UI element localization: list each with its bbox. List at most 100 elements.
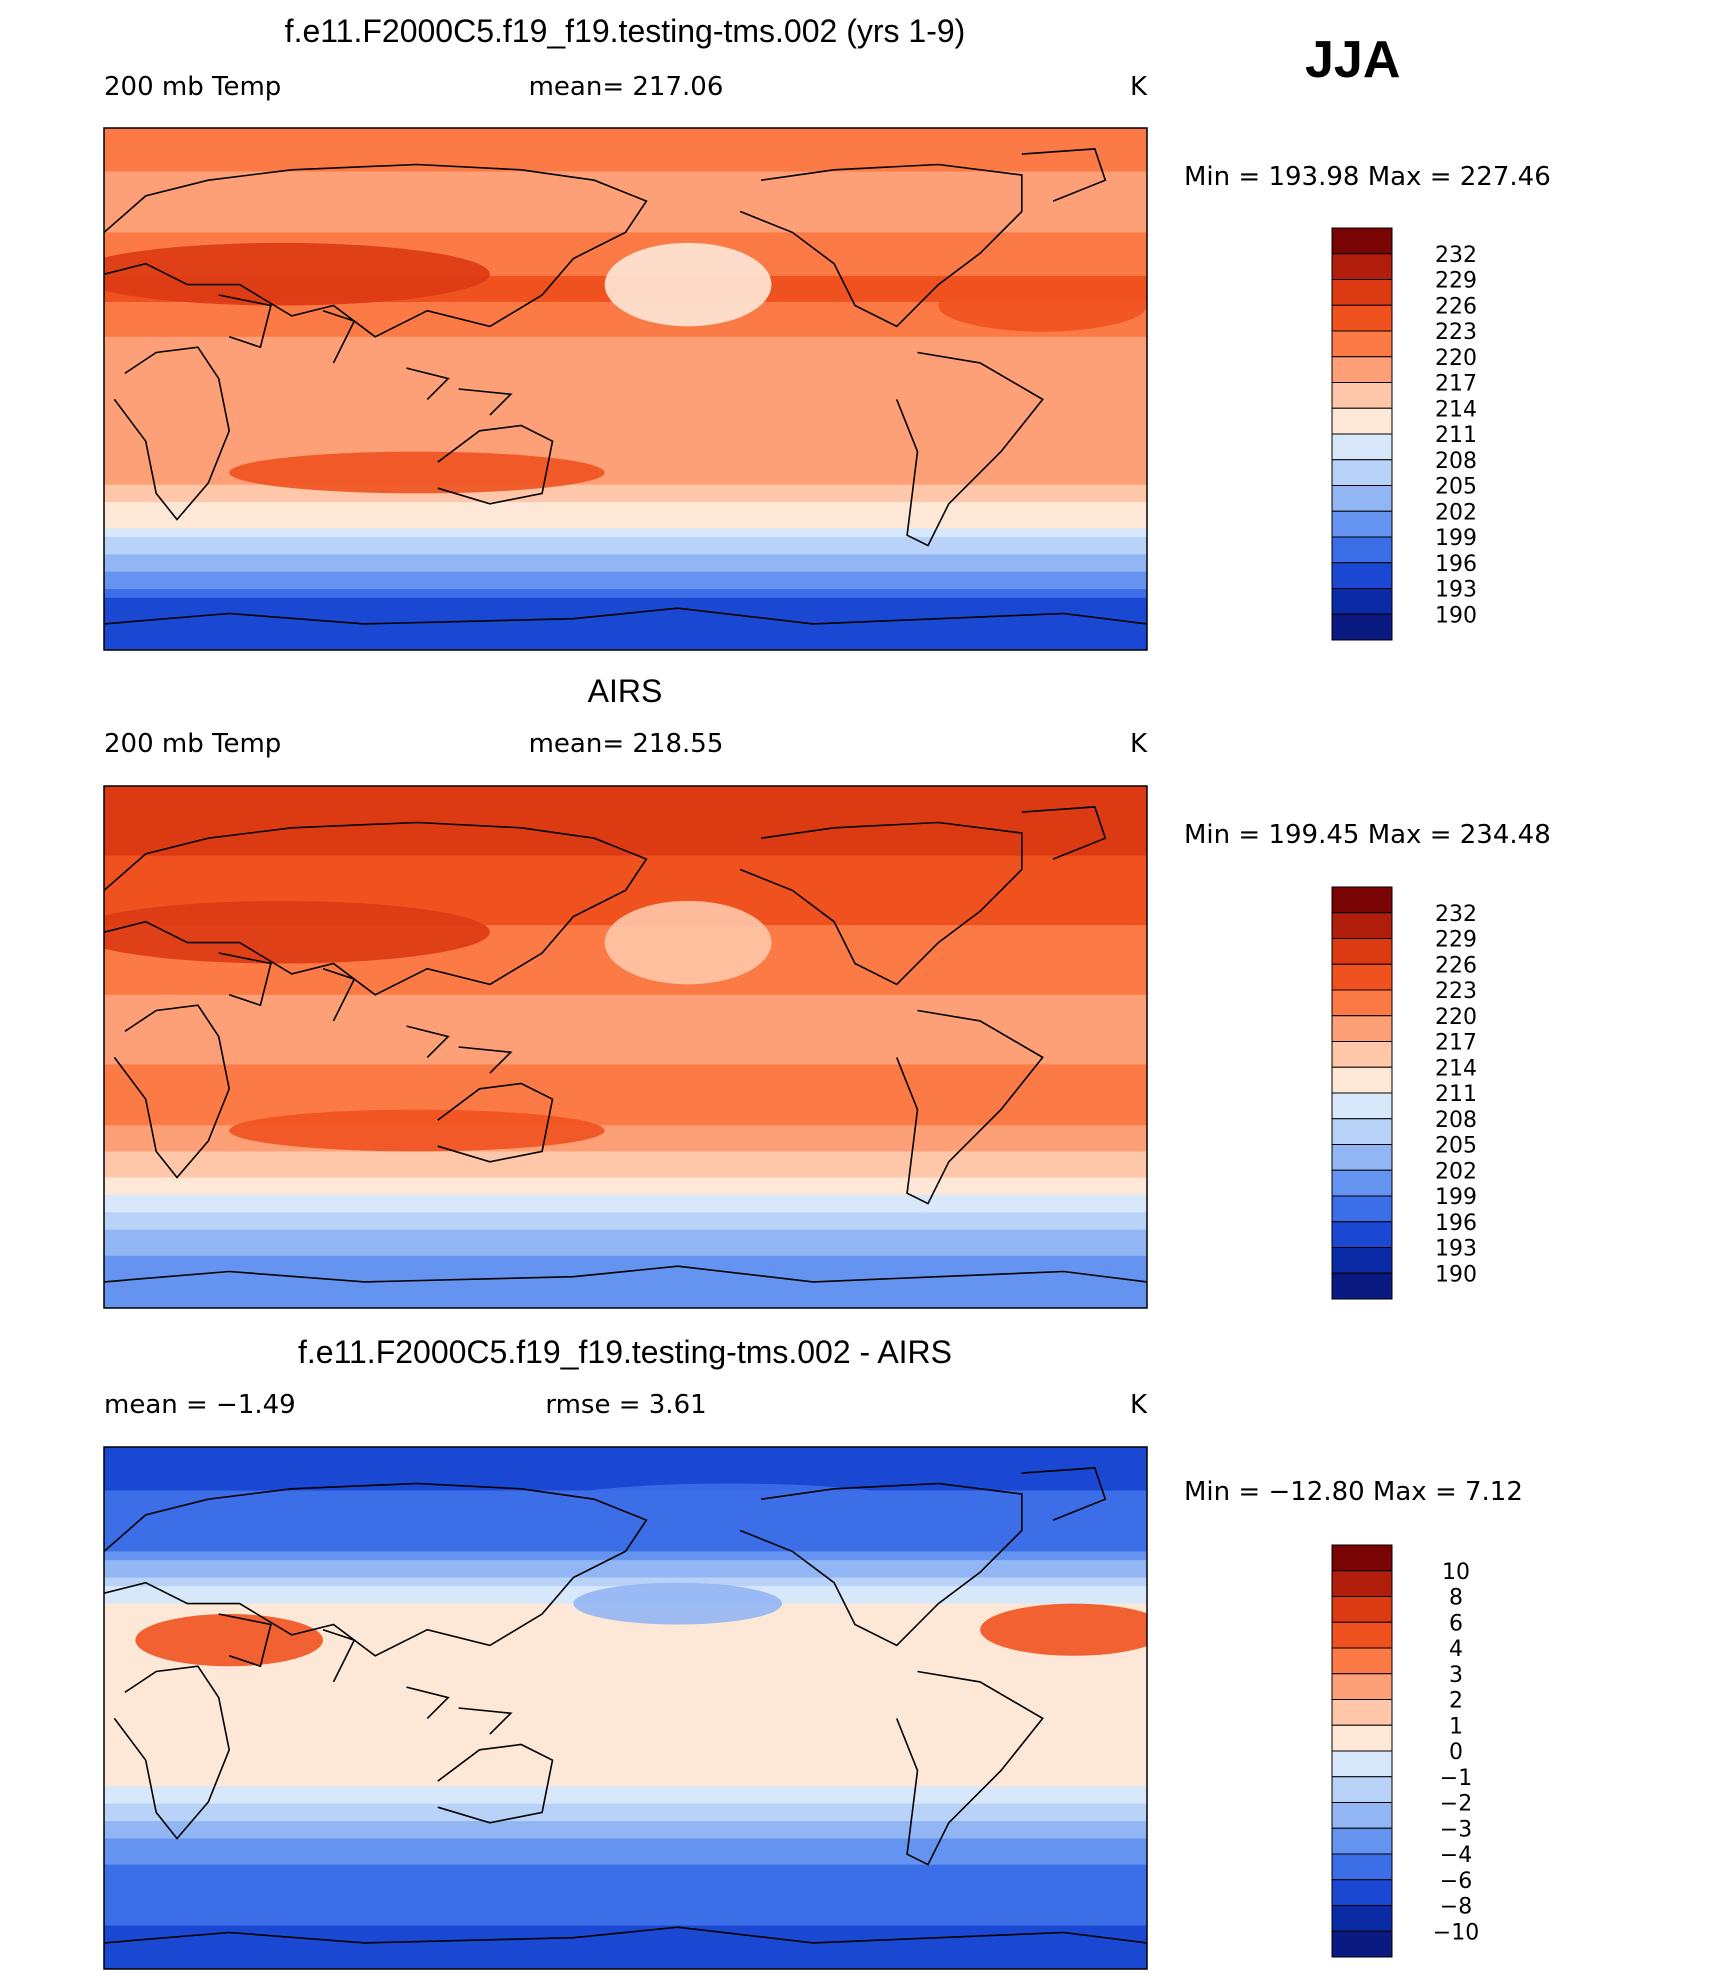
colorbar-box bbox=[1331, 382, 1393, 409]
lat-band bbox=[104, 1264, 1147, 1275]
colorbar-tick-label: 10 bbox=[1442, 1560, 1470, 1585]
colorbar-tick-label: 220 bbox=[1435, 1005, 1477, 1030]
left-label: 200 mb Temp bbox=[104, 72, 281, 102]
colorbar-tick-label: 229 bbox=[1435, 928, 1477, 953]
colorbar-tick-label: 232 bbox=[1435, 902, 1477, 927]
colorbar-box bbox=[1331, 1724, 1393, 1752]
lat-band bbox=[104, 615, 1147, 625]
coastline bbox=[113, 346, 231, 521]
lat-band bbox=[104, 1855, 1147, 1866]
lat-band bbox=[104, 1864, 1147, 1875]
lat-band bbox=[104, 1795, 1147, 1805]
colorbar-tick-label: 196 bbox=[1435, 1211, 1477, 1236]
colorbar-tick-label: 217 bbox=[1435, 1031, 1477, 1056]
units-label: K bbox=[1130, 729, 1148, 759]
lat-band bbox=[104, 1708, 1147, 1718]
coastline bbox=[218, 1613, 272, 1668]
lat-band bbox=[104, 171, 1147, 182]
lat-band bbox=[104, 519, 1147, 530]
coastline bbox=[739, 821, 1023, 986]
coastline bbox=[104, 1482, 648, 1657]
lat-band bbox=[104, 319, 1147, 330]
map-frame bbox=[103, 127, 1148, 651]
lat-band bbox=[104, 1481, 1147, 1492]
lat-band bbox=[104, 328, 1147, 338]
lat-band bbox=[104, 1238, 1147, 1249]
coastline bbox=[1021, 806, 1107, 860]
lat-band bbox=[104, 1221, 1147, 1231]
colorbar-box bbox=[1331, 1169, 1393, 1197]
colorbar-tick-label: −3 bbox=[1440, 1817, 1472, 1842]
coastline bbox=[218, 294, 272, 349]
lat-band bbox=[104, 249, 1147, 260]
lat-band bbox=[104, 1560, 1147, 1570]
lat-band bbox=[104, 1134, 1147, 1144]
lat-band bbox=[104, 580, 1147, 591]
colorbar-box bbox=[1331, 1247, 1393, 1274]
coastline bbox=[437, 424, 554, 505]
lat-band bbox=[104, 1734, 1147, 1744]
lat-band bbox=[104, 1873, 1147, 1883]
colorbar-box bbox=[1331, 1750, 1393, 1778]
map-field bbox=[104, 128, 1147, 650]
coastline bbox=[895, 351, 1044, 547]
colorbar-box bbox=[1331, 330, 1393, 358]
center-label: mean= 217.06 bbox=[529, 72, 724, 102]
colorbar-tick-label: 214 bbox=[1435, 397, 1477, 422]
lat-band bbox=[104, 1299, 1147, 1308]
lat-band bbox=[104, 1038, 1147, 1048]
colorbar-tick-label: 208 bbox=[1435, 1108, 1477, 1133]
lat-band bbox=[104, 1681, 1147, 1692]
lat-band bbox=[104, 406, 1147, 417]
colorbar-tick-label: 196 bbox=[1435, 552, 1477, 577]
lat-band bbox=[104, 1716, 1147, 1727]
colorbar-tick-label: 220 bbox=[1435, 346, 1477, 371]
lat-band bbox=[104, 1777, 1147, 1788]
coastline bbox=[739, 1482, 1023, 1647]
colorbar-tick-label: −10 bbox=[1433, 1920, 1479, 1945]
lat-band bbox=[104, 1064, 1147, 1075]
lat-band bbox=[104, 432, 1147, 443]
lat-band bbox=[104, 1047, 1147, 1057]
left-label: 200 mb Temp bbox=[104, 729, 281, 759]
coastline bbox=[406, 367, 450, 400]
colorbar-box bbox=[1331, 459, 1393, 486]
lat-band bbox=[104, 1942, 1147, 1953]
lat-band bbox=[104, 907, 1147, 918]
colorbar-box bbox=[1331, 1272, 1393, 1300]
lat-band bbox=[104, 1194, 1147, 1205]
colorbar-tick-label: −1 bbox=[1440, 1766, 1472, 1791]
field-anomaly bbox=[938, 279, 1147, 332]
colorbar-box bbox=[1331, 562, 1393, 589]
coastline bbox=[458, 1046, 513, 1074]
lat-band bbox=[104, 968, 1147, 979]
colorbar-box bbox=[1331, 1221, 1393, 1248]
lat-band bbox=[104, 1003, 1147, 1014]
lat-band bbox=[104, 1029, 1147, 1040]
colorbar-box bbox=[1331, 510, 1393, 538]
field-anomaly bbox=[980, 1603, 1147, 1656]
lat-band bbox=[104, 606, 1147, 617]
lat-band bbox=[104, 890, 1147, 901]
colorbar-tick-label: 211 bbox=[1435, 423, 1477, 448]
lat-band bbox=[104, 1768, 1147, 1779]
colorbar-box bbox=[1331, 1144, 1393, 1171]
lat-band bbox=[104, 1751, 1147, 1762]
coastline bbox=[437, 1082, 554, 1163]
lat-band bbox=[104, 554, 1147, 564]
lat-band bbox=[104, 415, 1147, 425]
minmax-label: Min = −12.80 Max = 7.12 bbox=[1184, 1477, 1523, 1507]
lat-band bbox=[104, 1960, 1147, 1969]
coastline bbox=[113, 1004, 231, 1179]
colorbar-tick-label: 205 bbox=[1435, 1134, 1477, 1159]
colorbar-box bbox=[1331, 1544, 1393, 1572]
lat-band bbox=[104, 1786, 1147, 1796]
lat-band bbox=[104, 441, 1147, 451]
lat-band bbox=[104, 881, 1147, 892]
lat-band bbox=[104, 794, 1147, 805]
colorbar-box bbox=[1331, 989, 1393, 1017]
lat-band bbox=[104, 873, 1147, 883]
lat-band bbox=[104, 641, 1147, 650]
colorbar-tick-label: 214 bbox=[1435, 1056, 1477, 1081]
lat-band bbox=[104, 1803, 1147, 1814]
